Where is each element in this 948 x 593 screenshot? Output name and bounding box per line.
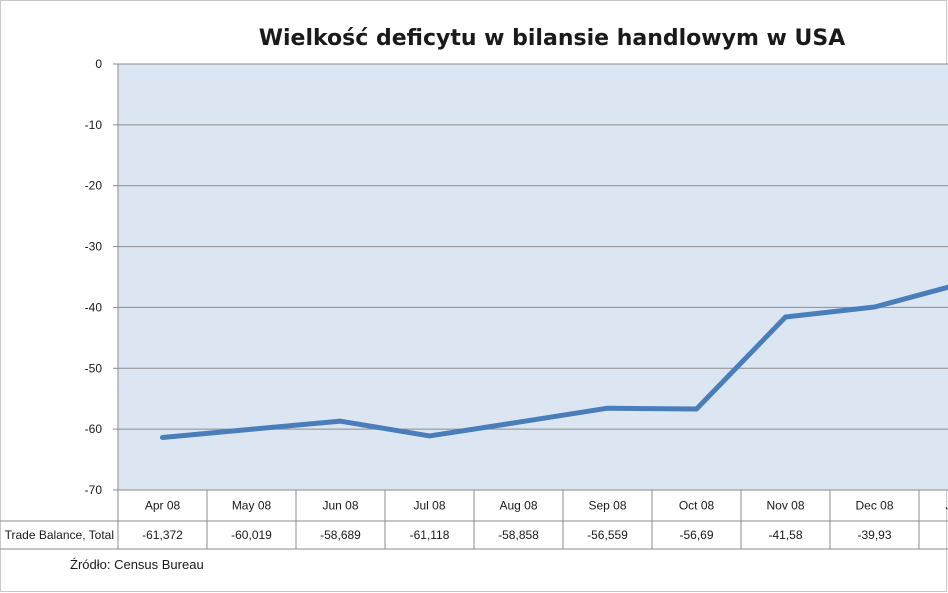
data-value-label: -39,93 <box>857 528 891 542</box>
y-tick-label: -10 <box>85 118 103 132</box>
gridlines <box>118 63 948 491</box>
x-category-label: Apr 08 <box>145 499 181 513</box>
data-value-label: -61,372 <box>142 528 183 542</box>
data-table: Trade Balance, Total Apr 08 -61,372 May 08 -… <box>0 489 948 550</box>
chart-title: Wielkość deficytu w bilansie handlowym w… <box>259 26 846 51</box>
source-note: Źródło: Census Bureau <box>70 557 204 572</box>
data-value-label: -41,58 <box>768 528 802 542</box>
y-tick-label: -60 <box>85 422 103 436</box>
plot-area <box>118 64 948 490</box>
y-axis: 0 -10 -20 -30 -40 -50 -60 -70 <box>85 57 119 497</box>
x-category-label: Jul 08 <box>413 499 445 513</box>
x-category-label: Jan 09 <box>945 499 948 513</box>
y-tick-label: -70 <box>85 483 103 497</box>
data-value-label: -60,019 <box>231 528 272 542</box>
data-value-label: -58,858 <box>498 528 539 542</box>
x-category-label: Oct 08 <box>679 499 715 513</box>
series-line-trade-balance <box>160 284 948 440</box>
y-tick-label: -40 <box>85 300 103 314</box>
x-category-label: May 08 <box>232 499 272 513</box>
x-category-label: Aug 08 <box>499 499 537 513</box>
data-value-label: -56,559 <box>587 528 628 542</box>
data-value-label: -58,689 <box>320 528 361 542</box>
series-label: Trade Balance, Total <box>5 528 114 542</box>
x-category-label: Nov 08 <box>766 499 804 513</box>
y-tick-label: -50 <box>85 361 103 375</box>
x-category-label: Dec 08 <box>855 499 893 513</box>
x-category-label: Jun 08 <box>322 499 358 513</box>
y-tick-label: -20 <box>85 179 103 193</box>
x-category-label: Sep 08 <box>588 499 626 513</box>
data-value-label: -56,69 <box>679 528 713 542</box>
y-tick-label: -30 <box>85 240 103 254</box>
data-value-label: -61,118 <box>410 528 450 542</box>
y-tick-label: 0 <box>95 57 102 71</box>
